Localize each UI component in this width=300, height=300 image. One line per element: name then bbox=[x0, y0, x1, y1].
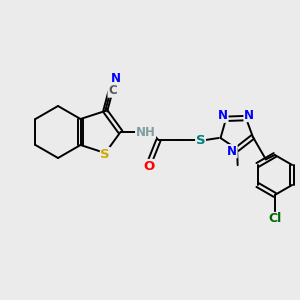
Text: N: N bbox=[110, 72, 121, 85]
Text: N: N bbox=[244, 109, 254, 122]
Text: S: S bbox=[100, 148, 110, 160]
Text: Cl: Cl bbox=[268, 212, 281, 226]
Text: C: C bbox=[108, 84, 117, 97]
Text: NH: NH bbox=[136, 125, 155, 139]
Text: S: S bbox=[196, 134, 205, 146]
Text: N: N bbox=[227, 145, 237, 158]
Text: O: O bbox=[143, 160, 154, 172]
Text: N: N bbox=[218, 109, 228, 122]
